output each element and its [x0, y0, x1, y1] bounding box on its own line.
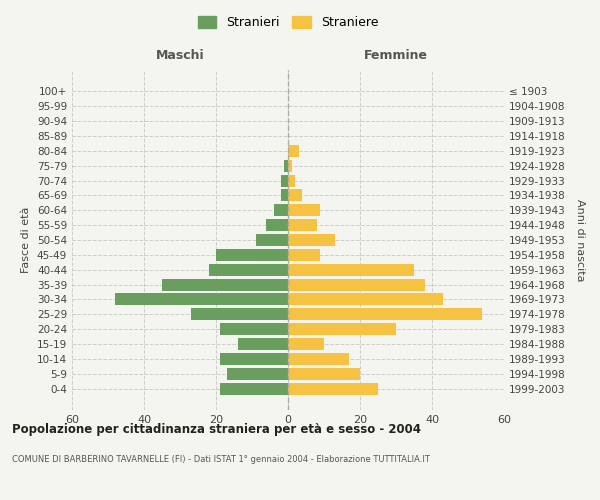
- Y-axis label: Fasce di età: Fasce di età: [22, 207, 31, 273]
- Bar: [274, 204, 288, 216]
- Bar: [281, 174, 288, 186]
- Bar: [284, 160, 288, 172]
- Text: Maschi: Maschi: [155, 50, 205, 62]
- Y-axis label: Anni di nascita: Anni di nascita: [575, 198, 585, 281]
- Bar: [191, 308, 288, 320]
- Bar: [288, 338, 324, 350]
- Bar: [256, 234, 288, 246]
- Bar: [288, 382, 378, 394]
- Bar: [220, 382, 288, 394]
- Bar: [288, 278, 425, 290]
- Bar: [220, 323, 288, 335]
- Bar: [115, 294, 288, 306]
- Bar: [288, 190, 302, 202]
- Bar: [288, 264, 414, 276]
- Bar: [288, 353, 349, 365]
- Text: Popolazione per cittadinanza straniera per età e sesso - 2004: Popolazione per cittadinanza straniera p…: [12, 422, 421, 436]
- Legend: Stranieri, Straniere: Stranieri, Straniere: [193, 11, 383, 34]
- Bar: [288, 160, 292, 172]
- Bar: [220, 353, 288, 365]
- Bar: [238, 338, 288, 350]
- Bar: [227, 368, 288, 380]
- Bar: [288, 249, 320, 261]
- Text: Femmine: Femmine: [364, 50, 428, 62]
- Bar: [209, 264, 288, 276]
- Bar: [288, 323, 396, 335]
- Bar: [288, 204, 320, 216]
- Bar: [288, 294, 443, 306]
- Bar: [288, 219, 317, 231]
- Bar: [266, 219, 288, 231]
- Bar: [288, 308, 482, 320]
- Bar: [281, 190, 288, 202]
- Bar: [288, 234, 335, 246]
- Text: COMUNE DI BARBERINO TAVARNELLE (FI) - Dati ISTAT 1° gennaio 2004 - Elaborazione : COMUNE DI BARBERINO TAVARNELLE (FI) - Da…: [12, 455, 430, 464]
- Bar: [216, 249, 288, 261]
- Bar: [288, 174, 295, 186]
- Bar: [162, 278, 288, 290]
- Bar: [288, 368, 360, 380]
- Bar: [288, 145, 299, 157]
